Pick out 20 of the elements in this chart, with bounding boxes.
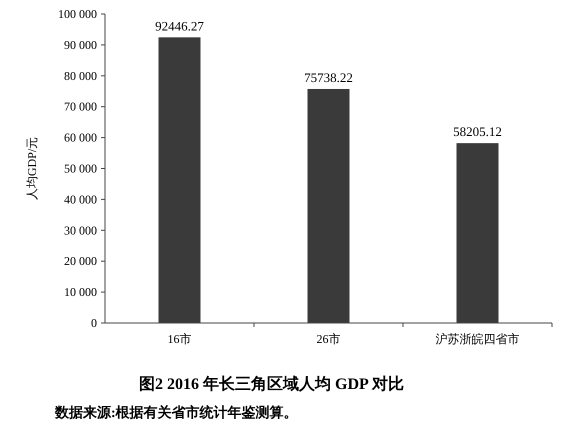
data-label: 58205.12 (453, 124, 502, 140)
x-tick-label: 沪苏浙皖四省市 (436, 332, 520, 346)
y-tick-label: 60 000 (64, 130, 97, 145)
y-tick-label: 0 (91, 316, 97, 330)
y-tick-label: 40 000 (64, 192, 97, 206)
y-axis-title: 人均GDP/元 (25, 136, 39, 200)
y-tick-label: 90 000 (64, 38, 97, 52)
y-tick-label: 10 000 (64, 285, 97, 300)
y-tick-label: 100 000 (58, 7, 97, 21)
y-tick-label: 70 000 (64, 100, 97, 114)
y-tick-label: 50 000 (64, 162, 97, 176)
text: 图2 2016 年长三角区域人均 GDP 对比 (139, 375, 404, 393)
source-note: 数据来源:根据有关省市统计年鉴测算。 (54, 404, 298, 421)
y-tick-label: 20 000 (64, 254, 97, 268)
x-tick-label: 16市 (168, 332, 192, 346)
data-label: 92446.27 (155, 18, 204, 34)
data-label: 75738.22 (304, 70, 353, 85)
y-tick-label: 30 000 (64, 223, 97, 238)
x-tick-label: 26市 (316, 332, 340, 346)
y-tick-label: 80 000 (64, 68, 97, 83)
